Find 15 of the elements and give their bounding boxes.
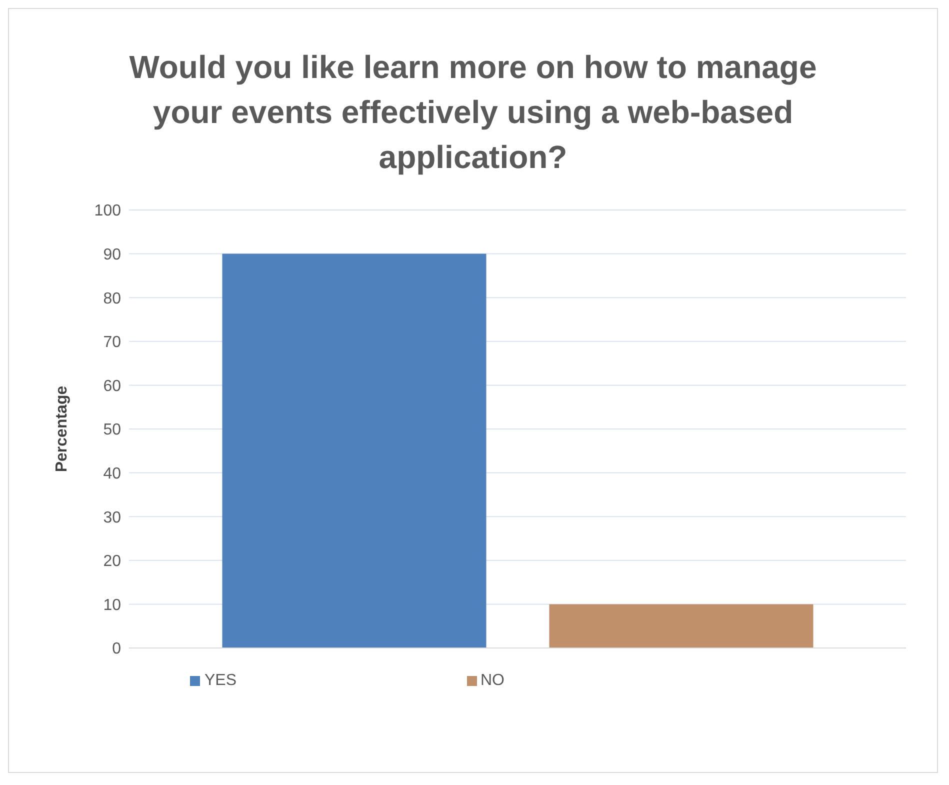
y-tick-label: 90 (103, 246, 122, 264)
chart-title: Would you like learn more on how to manage your events effectively using a web-based application? (128, 48, 818, 177)
y-tick-label: 0 (112, 640, 122, 658)
y-tick-label: 60 (103, 378, 122, 395)
y-axis-title: Percentage (54, 386, 71, 472)
y-tick-label: 50 (103, 422, 122, 439)
y-tick-label: 30 (103, 509, 122, 526)
y-tick-label: 80 (103, 290, 122, 308)
y-tick-label: 10 (103, 596, 122, 614)
y-tick-label: 100 (94, 202, 122, 220)
y-tick-label: 20 (103, 553, 122, 570)
legend-label: NO (480, 672, 504, 689)
legend-label: YES (204, 672, 236, 689)
y-tick-label: 70 (103, 334, 122, 352)
y-tick-label: 40 (103, 465, 122, 482)
